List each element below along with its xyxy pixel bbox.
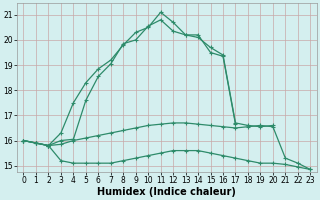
X-axis label: Humidex (Indice chaleur): Humidex (Indice chaleur) [98, 187, 236, 197]
